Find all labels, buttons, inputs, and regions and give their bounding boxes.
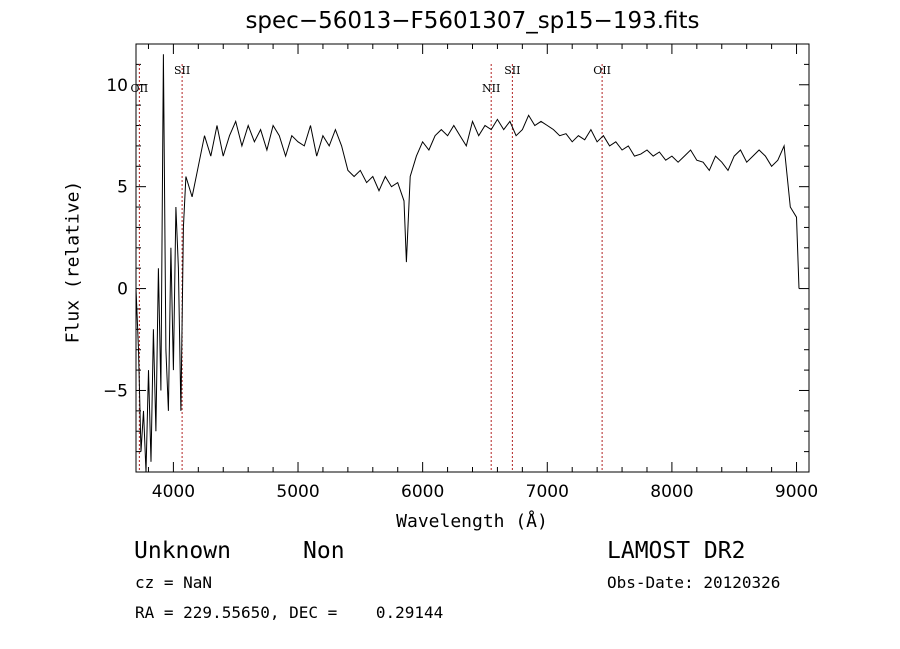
coordinates-label: RA = 229.55650, DEC = 0.29144: [135, 603, 444, 622]
y-tick-label: 10: [106, 76, 128, 96]
subclass-label: Non: [303, 538, 345, 564]
y-tick-label: −5: [103, 381, 128, 401]
obs-date-label: Obs-Date: 20120326: [607, 573, 781, 592]
x-axis-label: Wavelength (Å): [396, 511, 548, 532]
x-tick-label: 6000: [401, 482, 444, 502]
x-tick-label: 5000: [276, 482, 319, 502]
tick-labels: 4000 5000 6000 7000 8000 9000 −5 0 5 10: [103, 76, 818, 502]
plot-frame: [135, 43, 810, 473]
emission-line-label: SII: [174, 64, 190, 77]
axis-ticks: [136, 43, 809, 473]
emission-line-label: OII: [593, 64, 611, 77]
emission-line-label: OII: [131, 82, 149, 95]
y-axis-label: Flux (relative): [62, 180, 84, 344]
redshift-label: cz = NaN: [135, 573, 213, 592]
y-tick-label: 0: [117, 280, 128, 300]
emission-line-label: SII: [504, 64, 520, 77]
x-tick-label: 4000: [152, 482, 195, 502]
x-tick-label: 9000: [775, 482, 818, 502]
y-tick-label: 5: [117, 178, 128, 198]
spectrum-line: [135, 54, 800, 473]
emission-lines: OII SII NII SII OII: [131, 64, 611, 472]
x-tick-label: 8000: [650, 482, 693, 502]
classification-label: Unknown: [134, 538, 231, 564]
chart-title: spec−56013−F5601307_sp15−193.fits: [245, 8, 700, 34]
survey-label: LAMOST DR2: [607, 538, 746, 564]
emission-line-label: NII: [482, 82, 500, 95]
x-tick-label: 7000: [526, 482, 569, 502]
